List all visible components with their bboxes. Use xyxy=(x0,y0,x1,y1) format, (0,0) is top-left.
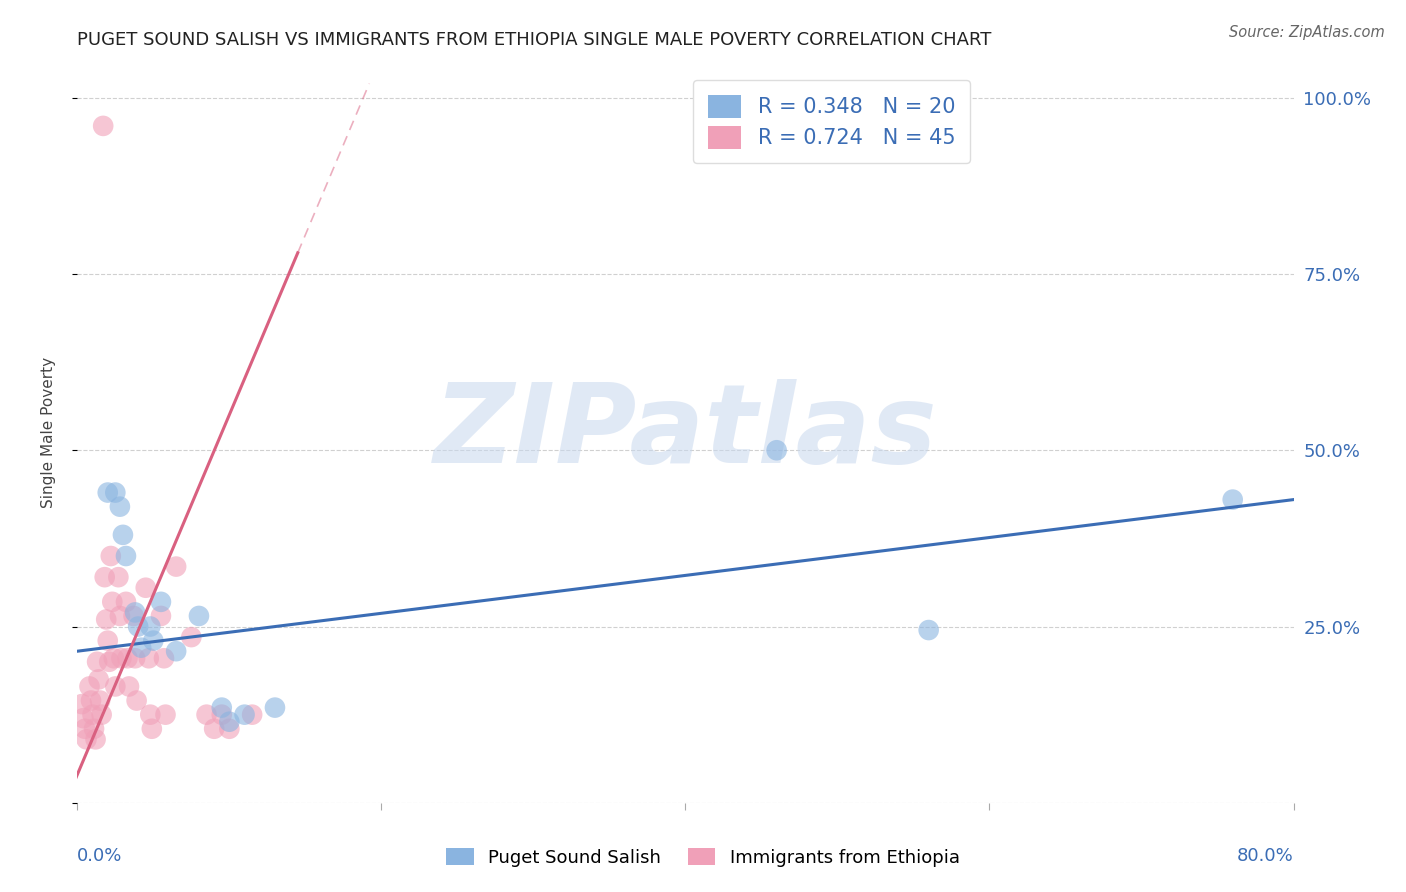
Point xyxy=(104,485,127,500)
Point xyxy=(153,651,176,665)
Point xyxy=(82,707,104,722)
Point xyxy=(84,732,107,747)
Point xyxy=(98,655,121,669)
Text: 0.0%: 0.0% xyxy=(77,847,122,865)
Point xyxy=(142,633,165,648)
Point xyxy=(165,644,187,658)
Point xyxy=(97,485,120,500)
Point xyxy=(100,549,122,563)
Point xyxy=(97,633,120,648)
Point xyxy=(135,581,157,595)
Point xyxy=(96,612,118,626)
Point xyxy=(125,693,148,707)
Point xyxy=(149,595,172,609)
Point xyxy=(104,680,127,694)
Point xyxy=(70,697,93,711)
Point xyxy=(90,707,112,722)
Point xyxy=(73,722,96,736)
Point xyxy=(93,570,115,584)
Text: ZIPatlas: ZIPatlas xyxy=(433,379,938,486)
Point xyxy=(141,722,163,736)
Point xyxy=(115,549,138,563)
Point xyxy=(240,707,263,722)
Point xyxy=(110,651,132,665)
Point xyxy=(117,651,139,665)
Point xyxy=(118,680,141,694)
Point xyxy=(218,714,240,729)
Point xyxy=(195,707,218,722)
Point xyxy=(111,528,134,542)
Point xyxy=(918,623,941,637)
Point xyxy=(91,119,114,133)
Text: 80.0%: 80.0% xyxy=(1237,847,1294,865)
Point xyxy=(83,722,105,736)
Point xyxy=(129,640,152,655)
Point xyxy=(211,700,233,714)
Point xyxy=(89,693,111,707)
Point xyxy=(138,651,160,665)
Y-axis label: Single Male Poverty: Single Male Poverty xyxy=(42,357,56,508)
Point xyxy=(124,651,146,665)
Text: Source: ZipAtlas.com: Source: ZipAtlas.com xyxy=(1229,25,1385,40)
Point xyxy=(80,693,103,707)
Point xyxy=(101,595,124,609)
Point xyxy=(139,619,162,633)
Point xyxy=(149,609,172,624)
Point xyxy=(115,595,138,609)
Point xyxy=(218,722,240,736)
Point xyxy=(87,673,110,687)
Point xyxy=(188,609,211,624)
Point xyxy=(155,707,177,722)
Point xyxy=(124,606,146,620)
Point xyxy=(103,651,125,665)
Point xyxy=(211,707,233,722)
Point xyxy=(108,609,131,624)
Point xyxy=(264,700,287,714)
Point xyxy=(86,655,108,669)
Point xyxy=(127,619,149,633)
Legend: R = 0.348   N = 20, R = 0.724   N = 45: R = 0.348 N = 20, R = 0.724 N = 45 xyxy=(693,80,970,163)
Legend: Puget Sound Salish, Immigrants from Ethiopia: Puget Sound Salish, Immigrants from Ethi… xyxy=(439,841,967,874)
Point xyxy=(75,732,97,747)
Point xyxy=(107,570,129,584)
Point xyxy=(122,609,145,624)
Point xyxy=(180,630,202,644)
Text: PUGET SOUND SALISH VS IMMIGRANTS FROM ETHIOPIA SINGLE MALE POVERTY CORRELATION C: PUGET SOUND SALISH VS IMMIGRANTS FROM ET… xyxy=(77,31,991,49)
Point xyxy=(233,707,256,722)
Point xyxy=(765,443,787,458)
Point xyxy=(72,711,94,725)
Point xyxy=(165,559,187,574)
Point xyxy=(139,707,162,722)
Point xyxy=(79,680,101,694)
Point xyxy=(108,500,131,514)
Point xyxy=(1222,492,1244,507)
Point xyxy=(202,722,225,736)
